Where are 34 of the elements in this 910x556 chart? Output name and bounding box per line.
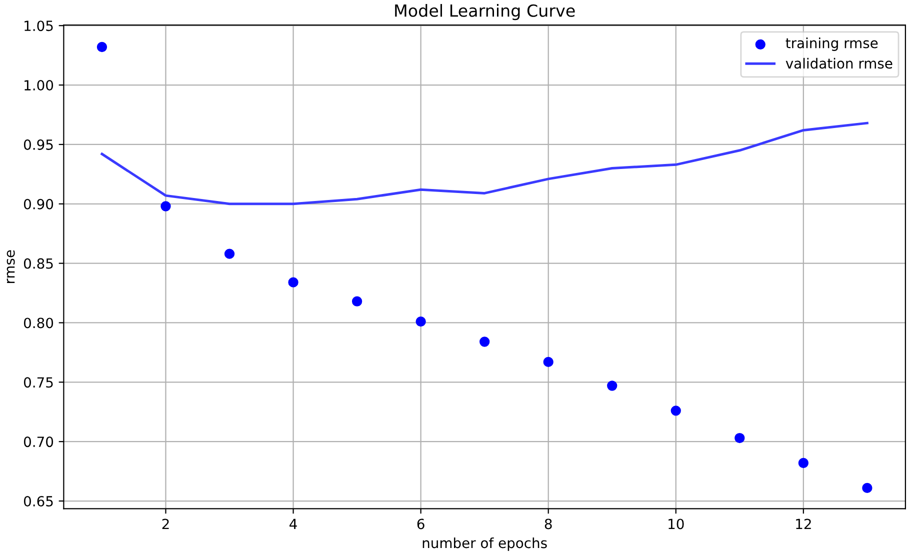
point (416, 316, 426, 327)
y-tick-label: 0.95 (24, 139, 53, 150)
point (670, 406, 681, 416)
x-tick-label: 4 (290, 518, 297, 530)
x-tick-label: 10 (668, 518, 684, 530)
y-tick-label: 0.65 (24, 496, 53, 506)
point (96, 42, 108, 52)
x-tick-label: 6 (417, 518, 424, 530)
y-tick-label: 0.80 (24, 318, 54, 328)
y-tick-label: 0.85 (24, 258, 53, 269)
legend-label: validation rmse (786, 58, 892, 69)
chart-title: Model Learning Curve (395, 4, 575, 20)
point (543, 356, 554, 368)
point (224, 248, 235, 259)
point (352, 296, 362, 306)
y-tick-label: 1.00 (24, 80, 54, 91)
line-series (100, 122, 868, 206)
point (479, 336, 490, 347)
legend-label: training rmse (786, 38, 878, 51)
x-tick-label: 2 (162, 518, 169, 530)
y-tick-label: 0.70 (24, 436, 54, 448)
point (862, 482, 872, 494)
y-tick-label: 0.90 (24, 198, 54, 210)
point (160, 201, 171, 212)
point (607, 380, 618, 391)
y-axis-title: rmse (6, 250, 15, 284)
x-tick-label: 12 (796, 518, 811, 530)
point (798, 458, 809, 468)
y-tick-label: 0.75 (24, 377, 53, 388)
x-tick-label: 8 (544, 518, 552, 530)
point (288, 277, 298, 288)
y-tick-label: 1.05 (24, 20, 53, 32)
point (734, 432, 745, 444)
x-axis-title: number of epochs (422, 537, 547, 551)
